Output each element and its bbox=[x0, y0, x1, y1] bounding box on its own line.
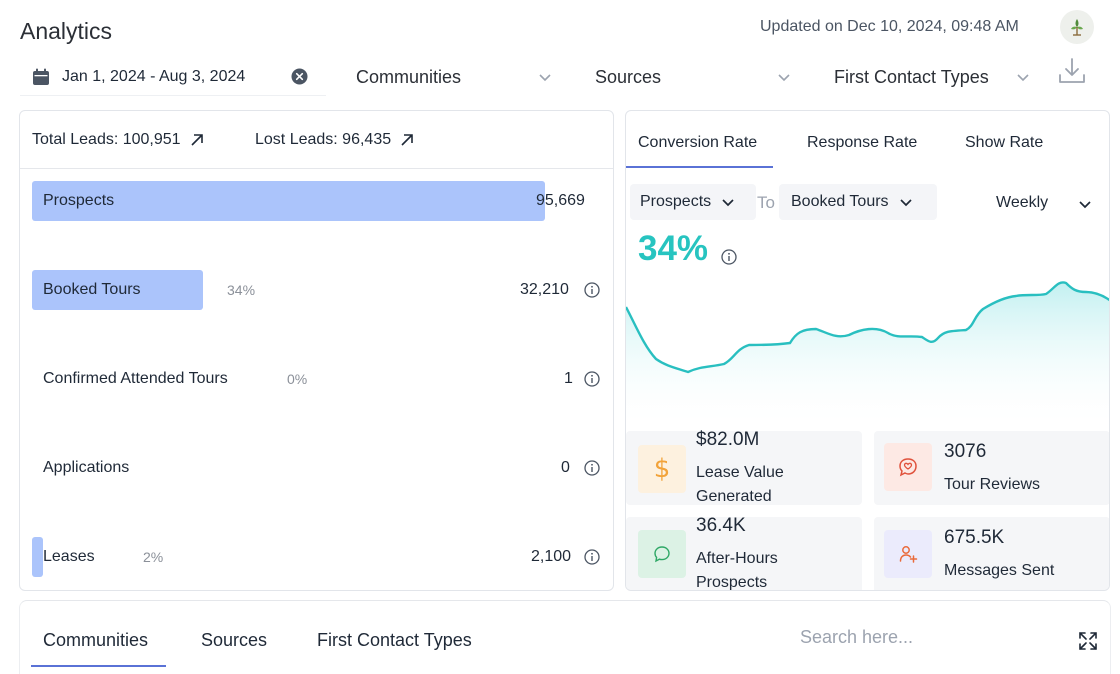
first-contact-types-filter-label: First Contact Types bbox=[834, 66, 989, 87]
funnel-stage-label: Booked Tours bbox=[43, 281, 141, 298]
funnel-stage-label: Prospects bbox=[43, 192, 115, 209]
active-tab-indicator bbox=[31, 665, 166, 667]
updated-timestamp: Updated on Dec 10, 2024, 09:48 AM bbox=[760, 18, 1019, 35]
arrow-up-right-icon bbox=[399, 132, 415, 148]
lead-funnel-card: Total Leads: 100,951 Lost Leads: 96,435 … bbox=[19, 110, 614, 591]
funnel-stage-applications[interactable]: Applications 0 bbox=[32, 448, 602, 488]
company-logo[interactable] bbox=[1060, 10, 1094, 44]
funnel-stage-leases[interactable]: Leases 2% 2,100 bbox=[32, 537, 602, 577]
funnel-stage-value: 0 bbox=[561, 459, 570, 476]
stat-label: After-Hours Prospects bbox=[696, 550, 778, 591]
from-stage-select[interactable]: Prospects bbox=[630, 184, 756, 220]
stat-value: 3076 bbox=[944, 441, 987, 462]
conversion-rate-value: 34% bbox=[638, 229, 709, 268]
chevron-down-icon bbox=[1016, 70, 1030, 84]
chevron-down-icon bbox=[538, 70, 552, 84]
sources-filter[interactable]: Sources bbox=[595, 58, 795, 96]
first-contact-types-filter[interactable]: First Contact Types bbox=[834, 58, 1034, 96]
tab-communities[interactable]: Communities bbox=[43, 630, 149, 650]
info-icon[interactable] bbox=[584, 460, 600, 476]
trend-area bbox=[626, 282, 1109, 429]
total-leads-link[interactable]: Total Leads: 100,951 bbox=[32, 131, 205, 149]
download-icon[interactable] bbox=[1057, 56, 1087, 86]
page-title: Analytics bbox=[20, 18, 113, 44]
leaf-logo-icon bbox=[1071, 19, 1083, 36]
stat-messages-sent: 675.5K Messages Sent bbox=[874, 517, 1109, 590]
funnel-bar bbox=[32, 270, 203, 310]
funnel-stage-percent: 0% bbox=[287, 371, 308, 387]
funnel-stage-value: 32,210 bbox=[520, 281, 569, 298]
to-stage-select[interactable]: Booked Tours bbox=[779, 184, 937, 220]
search-input[interactable] bbox=[800, 627, 1040, 648]
funnel-stage-value: 2,100 bbox=[531, 548, 572, 565]
funnel-stage-label: Leases bbox=[43, 548, 95, 565]
chevron-down-icon bbox=[899, 199, 912, 207]
info-icon[interactable] bbox=[584, 549, 600, 565]
communities-filter[interactable]: Communities bbox=[356, 58, 556, 96]
user-plus-icon bbox=[884, 530, 932, 578]
funnel-stage-confirmed-attended-tours[interactable]: Confirmed Attended Tours 0% 1 bbox=[32, 359, 602, 399]
stat-label: Messages Sent bbox=[944, 562, 1055, 579]
tab-sources[interactable]: Sources bbox=[201, 630, 268, 650]
tab-conversion-rate[interactable]: Conversion Rate bbox=[638, 134, 758, 151]
funnel-bar bbox=[32, 537, 43, 577]
from-stage-value: Prospects bbox=[640, 193, 712, 210]
stat-value: $82.0M bbox=[696, 429, 760, 450]
stat-label: Lease Value Generated bbox=[696, 464, 784, 505]
trend-line bbox=[626, 281, 1109, 374]
period-value: Weekly bbox=[996, 194, 1049, 211]
review-heart-icon bbox=[884, 443, 932, 491]
sources-filter-label: Sources bbox=[595, 66, 662, 87]
stat-label: Tour Reviews bbox=[944, 476, 1041, 493]
chat-bubble-icon bbox=[638, 530, 686, 578]
conversion-trend-chart bbox=[626, 281, 1109, 429]
arrow-up-right-icon bbox=[189, 132, 205, 148]
funnel-stage-label: Confirmed Attended Tours bbox=[43, 370, 228, 387]
info-icon[interactable] bbox=[584, 282, 600, 298]
total-leads-text: Total Leads: 100,951 bbox=[32, 131, 181, 148]
stat-value: 36.4K bbox=[696, 515, 746, 536]
to-label: To bbox=[757, 193, 775, 212]
funnel-stage-label: Applications bbox=[43, 459, 130, 476]
dollar-icon: $ bbox=[638, 445, 686, 493]
date-range-value: Jan 1, 2024 - Aug 3, 2024 bbox=[62, 67, 246, 85]
breakdown-card: Communities Sources First Contact Types bbox=[19, 600, 1111, 674]
chevron-down-icon bbox=[777, 70, 791, 84]
stat-value: 675.5K bbox=[944, 527, 1005, 548]
funnel-stage-booked-tours[interactable]: Booked Tours 34% 32,210 bbox=[32, 270, 602, 310]
expand-icon[interactable] bbox=[1078, 631, 1098, 651]
chevron-down-icon bbox=[1078, 197, 1092, 211]
funnel-header: Total Leads: 100,951 Lost Leads: 96,435 bbox=[20, 111, 613, 169]
funnel-stage-percent: 2% bbox=[143, 549, 164, 565]
funnel-bar bbox=[32, 181, 545, 221]
tab-first-contact-types[interactable]: First Contact Types bbox=[317, 630, 472, 650]
date-range-filter[interactable]: Jan 1, 2024 - Aug 3, 2024 bbox=[20, 58, 326, 96]
tab-show-rate[interactable]: Show Rate bbox=[965, 134, 1044, 151]
tab-response-rate[interactable]: Response Rate bbox=[807, 134, 918, 151]
lost-leads-text: Lost Leads: 96,435 bbox=[255, 131, 392, 148]
info-icon[interactable] bbox=[584, 371, 600, 387]
stat-tour-reviews: 3076 Tour Reviews bbox=[874, 431, 1109, 505]
chevron-down-icon bbox=[722, 199, 734, 207]
stat-after-hours-prospects: 36.4K After-Hours Prospects bbox=[626, 515, 862, 591]
funnel-stage-percent: 34% bbox=[227, 282, 256, 298]
to-stage-value: Booked Tours bbox=[791, 193, 889, 210]
funnel-stage-value: 1 bbox=[564, 370, 573, 387]
info-icon[interactable] bbox=[721, 249, 737, 265]
lost-leads-link[interactable]: Lost Leads: 96,435 bbox=[255, 131, 415, 149]
conversion-card: Conversion Rate Response Rate Show Rate … bbox=[625, 110, 1110, 591]
funnel-stage-value: 95,669 bbox=[536, 192, 585, 209]
stat-lease-value: $ $82.0M Lease Value Generated bbox=[626, 429, 862, 505]
funnel-stage-prospects[interactable]: Prospects 95,669 bbox=[32, 181, 602, 221]
communities-filter-label: Communities bbox=[356, 66, 462, 87]
calendar-icon bbox=[32, 68, 50, 86]
clear-date-icon[interactable] bbox=[291, 68, 308, 85]
active-tab-indicator bbox=[626, 166, 773, 168]
rate-tabs: Conversion Rate Response Rate Show Rate bbox=[626, 111, 1109, 169]
